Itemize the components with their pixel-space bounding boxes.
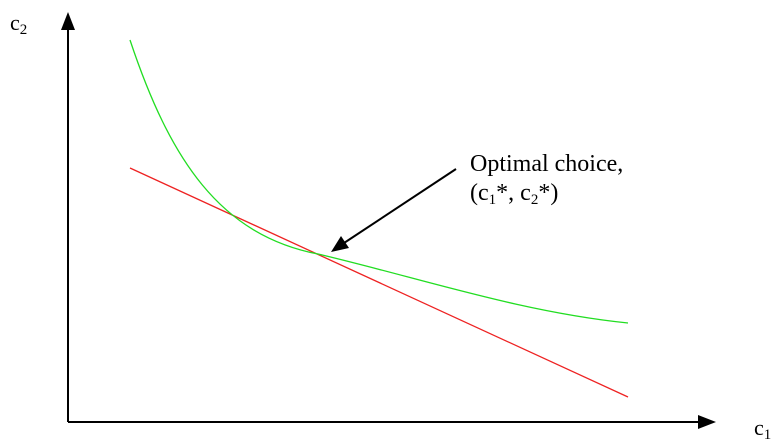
y-axis-label: c2 bbox=[10, 10, 28, 38]
budget-line bbox=[129, 167, 629, 398]
annotation-arrow bbox=[343, 168, 457, 244]
indifference-curve bbox=[129, 39, 629, 324]
x-axis-arrowhead bbox=[698, 415, 716, 429]
annotation-title: Optimal choice, bbox=[470, 151, 624, 177]
y-axis-arrowhead bbox=[61, 12, 75, 30]
annotation-point: (c1*, c2*) bbox=[470, 180, 559, 208]
annotation-arrowhead bbox=[331, 236, 349, 252]
x-axis-label: c1 bbox=[754, 415, 772, 443]
